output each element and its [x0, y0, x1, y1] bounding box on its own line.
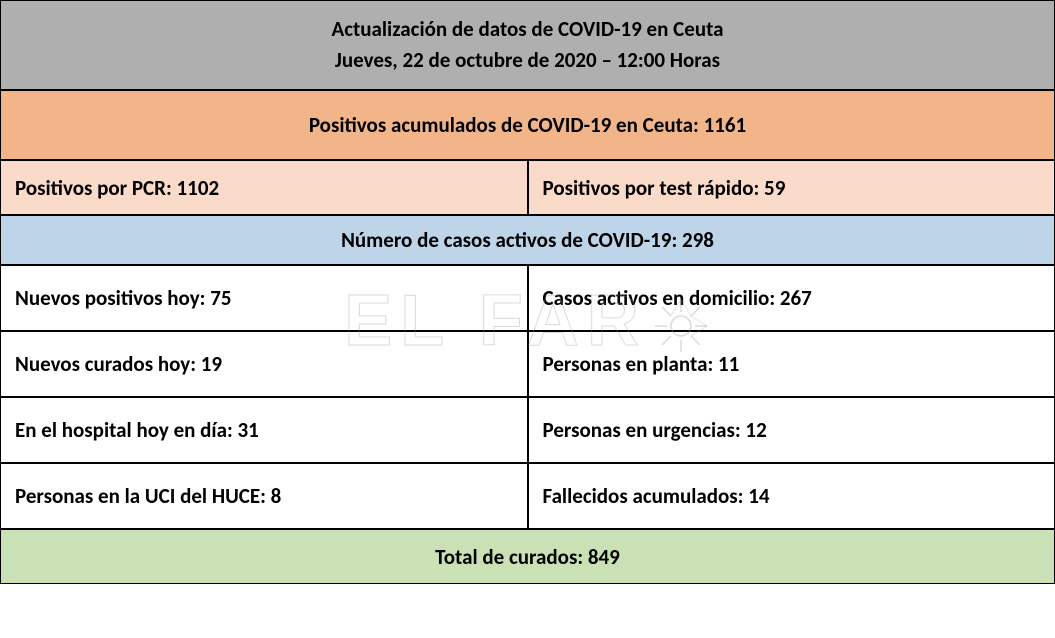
header-subtitle: Jueves, 22 de octubre de 2020 – 12:00 Ho…: [335, 45, 720, 77]
detail-cell-1-right: Personas en planta: 11: [528, 331, 1055, 397]
detail-label: Personas en la UCI del HUCE: 8: [15, 483, 281, 509]
detail-cell-0-left: Nuevos positivos hoy: 75: [0, 265, 528, 331]
pcr-positives-cell: Positivos por PCR: 1102: [0, 160, 528, 215]
rapid-positives-label: Positivos por test rápido: 59: [543, 175, 786, 201]
detail-cell-2-left: En el hospital hoy en día: 31: [0, 397, 528, 463]
covid-data-table: Actualización de datos de COVID-19 en Ce…: [0, 0, 1055, 584]
total-recovered-cell: Total de curados: 849: [0, 529, 1055, 584]
detail-label: Casos activos en domicilio: 267: [543, 285, 812, 311]
accumulated-positives-cell: Positivos acumulados de COVID-19 en Ceut…: [0, 90, 1055, 160]
header-cell: Actualización de datos de COVID-19 en Ce…: [0, 0, 1055, 90]
total-recovered-label: Total de curados: 849: [435, 544, 620, 570]
detail-label: En el hospital hoy en día: 31: [15, 417, 259, 443]
active-cases-cell: Número de casos activos de COVID-19: 298: [0, 215, 1055, 265]
header-title: Actualización de datos de COVID-19 en Ce…: [331, 14, 723, 46]
detail-cell-3-left: Personas en la UCI del HUCE: 8: [0, 463, 528, 529]
active-cases-label: Número de casos activos de COVID-19: 298: [341, 227, 714, 253]
detail-label: Nuevos curados hoy: 19: [15, 351, 222, 377]
detail-cell-2-right: Personas en urgencias: 12: [528, 397, 1055, 463]
detail-label: Personas en urgencias: 12: [543, 417, 767, 443]
detail-cell-1-left: Nuevos curados hoy: 19: [0, 331, 528, 397]
detail-cell-3-right: Fallecidos acumulados: 14: [528, 463, 1055, 529]
detail-label: Personas en planta: 11: [543, 351, 740, 377]
detail-label: Nuevos positivos hoy: 75: [15, 285, 231, 311]
detail-label: Fallecidos acumulados: 14: [543, 483, 770, 509]
accumulated-positives-label: Positivos acumulados de COVID-19 en Ceut…: [309, 112, 746, 138]
pcr-positives-label: Positivos por PCR: 1102: [15, 175, 219, 201]
rapid-positives-cell: Positivos por test rápido: 59: [528, 160, 1055, 215]
detail-cell-0-right: Casos activos en domicilio: 267: [528, 265, 1055, 331]
